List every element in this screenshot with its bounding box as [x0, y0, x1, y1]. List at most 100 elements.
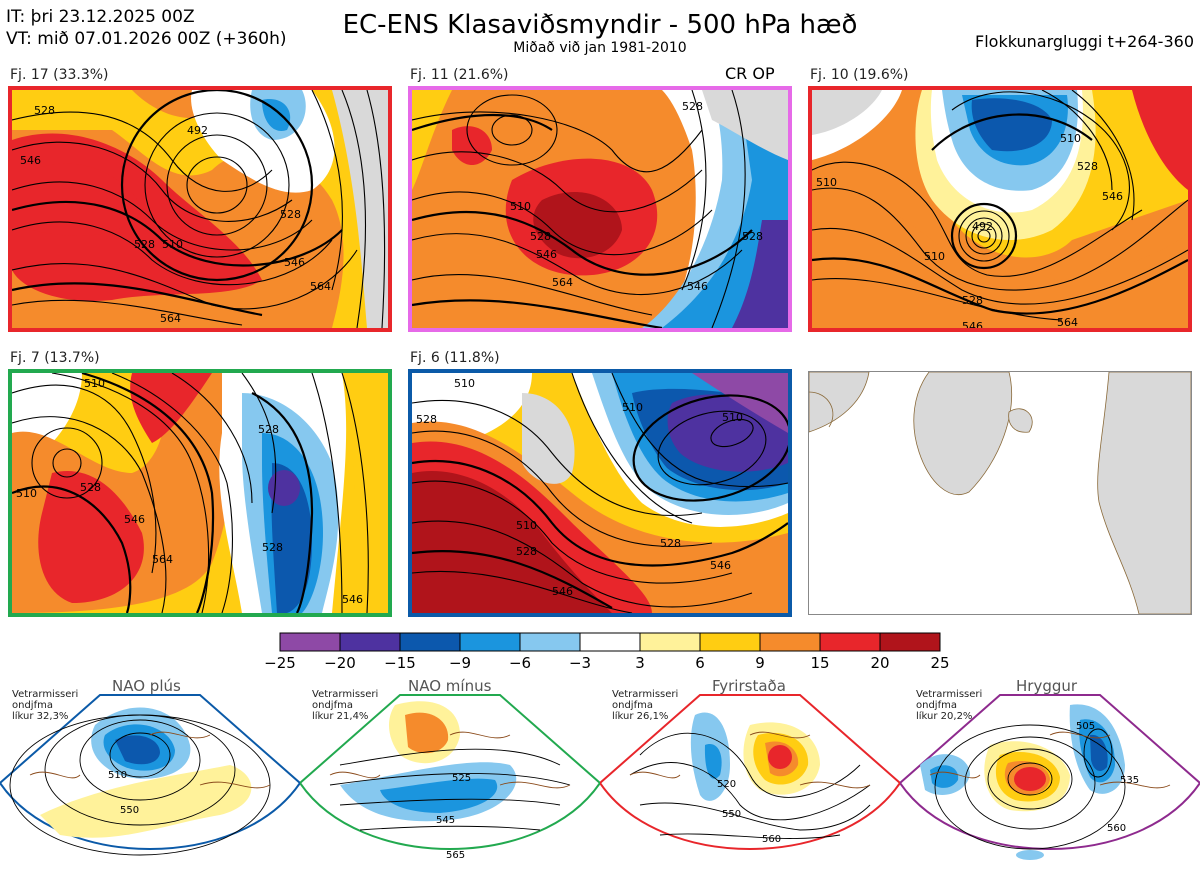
- svg-text:528: 528: [34, 104, 55, 117]
- colorbar-tick-label: 15: [810, 654, 830, 672]
- svg-text:528: 528: [962, 294, 983, 307]
- colorbar-swatch: [699, 632, 761, 652]
- cluster-map-10: 510 510 528 546 492 510 528 546 564: [808, 86, 1192, 332]
- svg-text:546: 546: [687, 280, 708, 293]
- svg-text:528: 528: [516, 545, 537, 558]
- contour-label: 565: [446, 850, 465, 861]
- colorbar-swatch: [339, 632, 401, 652]
- svg-text:510: 510: [622, 401, 643, 414]
- svg-text:546: 546: [342, 593, 363, 606]
- init-time: IT: þri 23.12.2025 00Z: [6, 7, 195, 27]
- svg-text:528: 528: [258, 423, 279, 436]
- svg-text:510: 510: [510, 200, 531, 213]
- svg-text:510: 510: [84, 377, 105, 390]
- colorbar-swatch: [279, 632, 341, 652]
- svg-text:528: 528: [660, 537, 681, 550]
- colorbar-swatch: [819, 632, 881, 652]
- svg-text:546: 546: [552, 585, 573, 598]
- regime-map: 520 550 560: [600, 694, 900, 850]
- svg-text:564: 564: [152, 553, 173, 566]
- colorbar-tick-label: 25: [930, 654, 950, 672]
- contour-label: 520: [717, 779, 736, 790]
- cluster-label-10: Fj. 10 (19.6%): [810, 67, 909, 83]
- svg-text:510: 510: [454, 377, 475, 390]
- regime-note: Vetrarmisseri ondjfma líkur 21,4%: [312, 689, 378, 722]
- cluster-map-7: 510 510 528 546 564 528 528 546: [8, 369, 392, 617]
- regime-note: Vetrarmisseri ondjfma líkur 32,3%: [12, 689, 78, 722]
- svg-text:528: 528: [280, 208, 301, 221]
- svg-text:528: 528: [416, 413, 437, 426]
- contour-label: 560: [762, 834, 781, 845]
- contour-label: 535: [1120, 775, 1139, 786]
- classification-window: Flokkunargluggi t+264-360: [975, 32, 1194, 51]
- note-line: ondjfma: [12, 700, 53, 711]
- note-line: líkur 32,3%: [12, 711, 69, 722]
- svg-text:546: 546: [20, 154, 41, 167]
- contour-label: 505: [1076, 721, 1095, 732]
- svg-text:510: 510: [1060, 132, 1081, 145]
- svg-text:546: 546: [710, 559, 731, 572]
- regime-note: Vetrarmisseri ondjfma líkur 26,1%: [612, 689, 678, 722]
- colorbar-tick-label: −15: [384, 654, 416, 672]
- note-line: líkur 21,4%: [312, 711, 369, 722]
- cluster-label-6: Fj. 6 (11.8%): [410, 350, 500, 366]
- colorbar-tick-label: −25: [264, 654, 296, 672]
- svg-text:492: 492: [187, 124, 208, 137]
- svg-text:528: 528: [1077, 160, 1098, 173]
- colorbar-swatch: [579, 632, 641, 652]
- contour-label: 525: [452, 773, 471, 784]
- colorbar-swatches: [279, 632, 941, 652]
- note-line: ondjfma: [916, 700, 957, 711]
- svg-text:528: 528: [742, 230, 763, 243]
- page-subtitle: Miðað við jan 1981-2010: [513, 40, 687, 56]
- note-line: ondjfma: [612, 700, 653, 711]
- empty-map: [808, 371, 1192, 615]
- svg-text:546: 546: [536, 248, 557, 261]
- svg-text:546: 546: [1102, 190, 1123, 203]
- regime-map: 525 545 565: [300, 694, 600, 861]
- regime-name: NAO plús: [112, 677, 181, 695]
- svg-text:510: 510: [722, 411, 743, 424]
- svg-text:528: 528: [262, 541, 283, 554]
- page-title: EC-ENS Klasaviðsmyndir - 500 hPa hæð: [342, 10, 858, 40]
- regime-nao-plus: Vetrarmisseri ondjfma líkur 32,3% NAO pl…: [0, 675, 300, 871]
- colorbar-tick-label: 6: [695, 654, 705, 672]
- note-line: líkur 26,1%: [612, 711, 669, 722]
- svg-text:528: 528: [682, 100, 703, 113]
- cluster-map-17: 546 528 492 510 528 528 546 564 564: [8, 86, 392, 332]
- cluster-label-17: Fj. 17 (33.3%): [10, 67, 109, 83]
- svg-text:564: 564: [310, 280, 331, 293]
- svg-text:510: 510: [16, 487, 37, 500]
- contour-label: 550: [722, 809, 741, 820]
- colorbar-tick-label: −9: [448, 654, 472, 672]
- colorbar-tick-label: −20: [324, 654, 356, 672]
- colorbar-swatch: [399, 632, 461, 652]
- colorbar-swatch: [459, 632, 521, 652]
- contour-label: 545: [436, 815, 455, 826]
- svg-text:528: 528: [530, 230, 551, 243]
- note-line: Vetrarmisseri: [12, 689, 79, 700]
- note-line: líkur 20,2%: [916, 711, 973, 722]
- svg-text:492: 492: [972, 220, 993, 233]
- svg-text:564: 564: [160, 312, 181, 325]
- svg-text:510: 510: [816, 176, 837, 189]
- cluster-map-6: 528 510 510 510 510 528 546 528 546: [408, 369, 792, 617]
- regime-map: 505 535 560: [900, 694, 1200, 860]
- valid-time: VT: mið 07.01.2026 00Z (+360h): [6, 29, 287, 49]
- colorbar-tick-label: −6: [508, 654, 532, 672]
- regime-nao-minus: Vetrarmisseri ondjfma líkur 21,4% NAO mí…: [300, 675, 600, 871]
- regime-note: Vetrarmisseri ondjfma líkur 20,2%: [916, 689, 982, 722]
- note-line: ondjfma: [312, 700, 353, 711]
- note-line: Vetrarmisseri: [916, 689, 983, 700]
- colorbar-tick-label: 9: [755, 654, 765, 672]
- svg-text:528: 528: [80, 481, 101, 494]
- contour-label: 560: [1107, 823, 1126, 834]
- note-line: Vetrarmisseri: [312, 689, 379, 700]
- colorbar-swatch: [639, 632, 701, 652]
- colorbar-swatch: [759, 632, 821, 652]
- regime-blocking: Vetrarmisseri ondjfma líkur 26,1% Fyrirs…: [600, 675, 900, 871]
- colorbar-tick-label: 3: [635, 654, 645, 672]
- svg-text:546: 546: [124, 513, 145, 526]
- regime-ridge: Vetrarmisseri ondjfma líkur 20,2% Hryggu…: [900, 675, 1200, 871]
- colorbar-swatch: [879, 632, 941, 652]
